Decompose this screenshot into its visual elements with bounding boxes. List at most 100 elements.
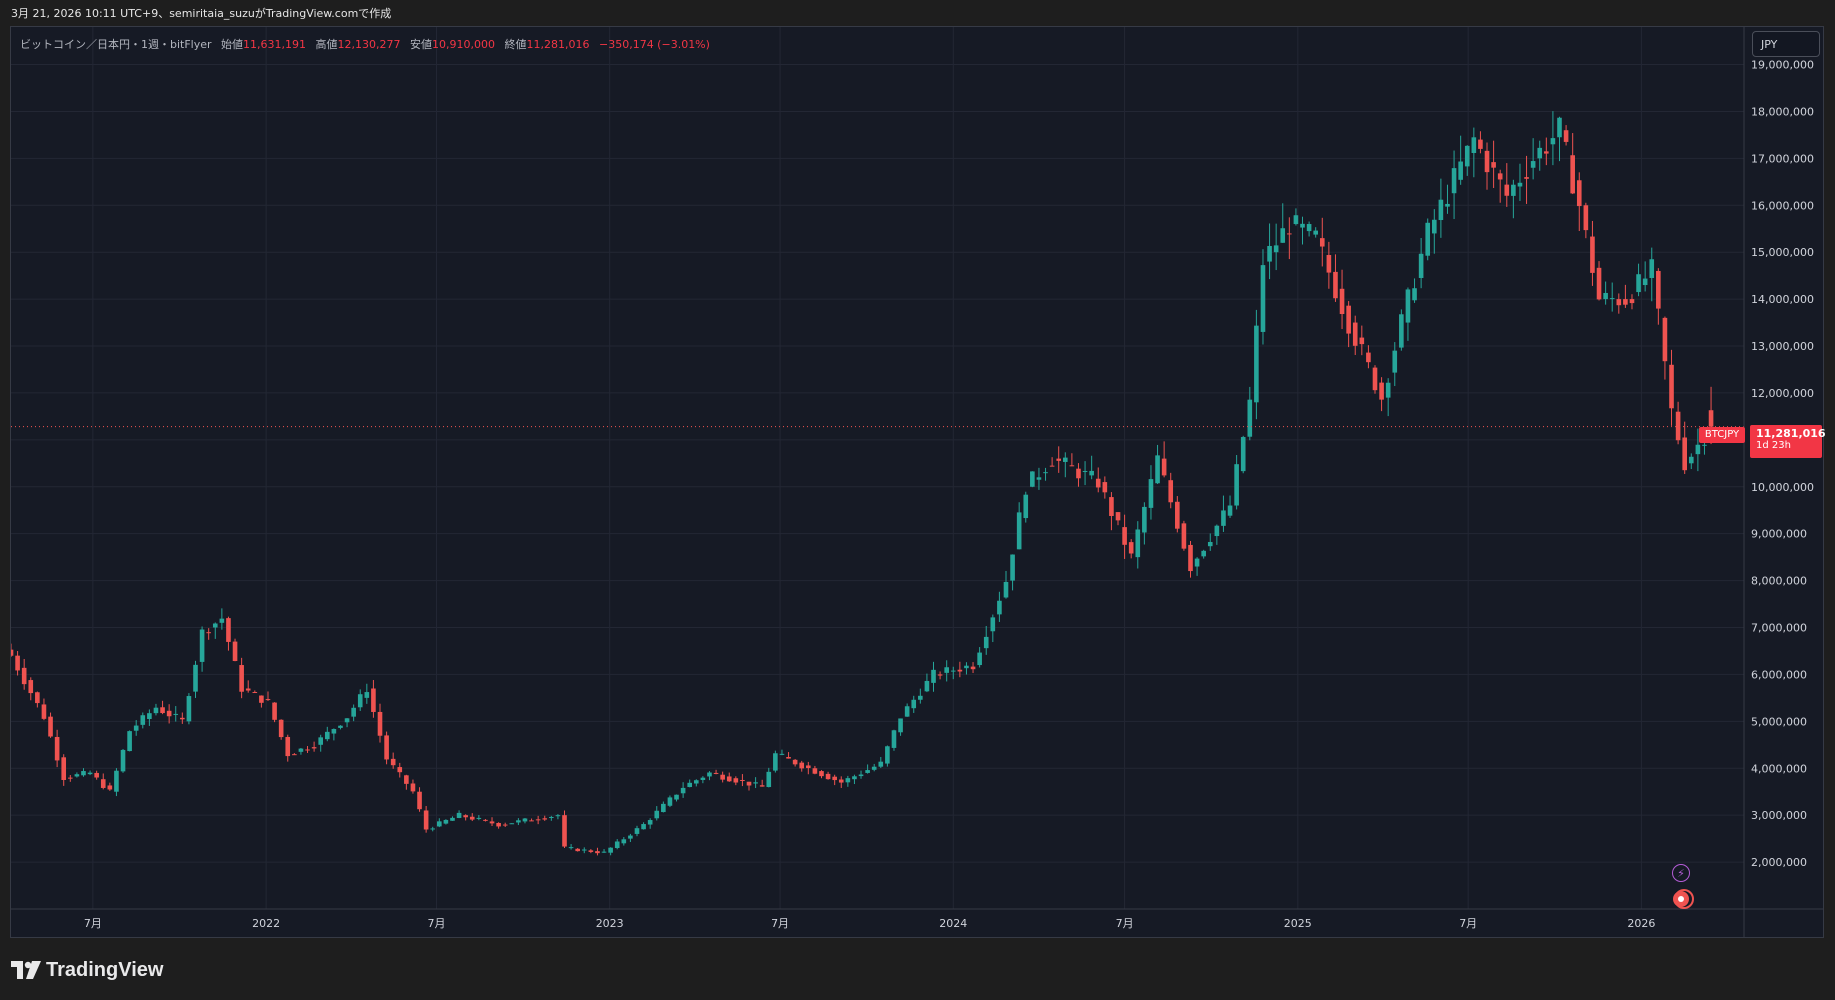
candle-body xyxy=(667,797,673,806)
candle-body xyxy=(806,765,811,769)
price-axis-label: 5,000,000 xyxy=(1751,715,1807,728)
candle-body xyxy=(239,665,244,692)
candle-body xyxy=(1478,139,1483,149)
candle-body xyxy=(733,778,739,783)
candle-body xyxy=(28,680,34,694)
candle-body xyxy=(1175,501,1180,529)
candle-body xyxy=(1570,155,1575,194)
currency-button[interactable]: JPY xyxy=(1752,31,1820,57)
candle-body xyxy=(245,688,251,691)
candle-body xyxy=(997,600,1002,615)
candle-body xyxy=(120,749,126,772)
candle-body xyxy=(1563,130,1569,142)
candle-body xyxy=(1662,317,1668,362)
candle-body xyxy=(1181,523,1187,549)
candle-body xyxy=(779,753,785,755)
candle-body xyxy=(469,816,475,820)
candle-body xyxy=(35,692,40,704)
price-axis-label: 17,000,000 xyxy=(1751,152,1814,165)
candle-body xyxy=(549,816,554,818)
candle-body xyxy=(713,772,719,774)
chart-caption: 3月 21, 2026 10:11 UTC+9、semiritaia_suzuが… xyxy=(11,7,392,20)
symbol-label[interactable]: ビットコイン／日本円・1週・bitFlyer xyxy=(20,38,212,51)
candle-body xyxy=(1491,162,1496,168)
price-axis-label: 7,000,000 xyxy=(1751,622,1807,635)
candle-body xyxy=(562,815,567,847)
low-label: 安値 xyxy=(410,38,433,51)
open-label: 始値 xyxy=(221,38,244,51)
time-axis-label: 2022 xyxy=(252,917,280,930)
candle-body xyxy=(87,772,93,775)
candle-body xyxy=(15,655,20,671)
candle-body xyxy=(305,749,310,751)
candle-body xyxy=(858,774,864,777)
candle-body xyxy=(324,731,330,740)
price-axis-label: 8,000,000 xyxy=(1751,575,1807,588)
candle-body xyxy=(1530,161,1536,168)
candle-body xyxy=(1359,337,1365,345)
candle-body xyxy=(147,713,152,719)
candle-body xyxy=(983,636,989,649)
candle-body xyxy=(608,847,613,853)
candle-body xyxy=(1267,245,1272,262)
candle-body xyxy=(430,828,436,830)
candle-body xyxy=(904,706,910,717)
candle-body xyxy=(878,761,884,767)
price-axis-label: 14,000,000 xyxy=(1751,293,1814,306)
candle-body xyxy=(476,817,482,819)
price-axis-label: 4,000,000 xyxy=(1751,762,1807,775)
candle-body xyxy=(891,730,897,748)
candle-body xyxy=(1313,230,1318,235)
candle-body xyxy=(1062,457,1068,462)
candle-body xyxy=(186,696,192,722)
candle-body xyxy=(357,694,363,708)
candle-body xyxy=(1247,399,1253,437)
candle-body xyxy=(1471,137,1477,153)
candle-body xyxy=(483,819,488,821)
candlestick-chart[interactable]: 2,000,000 3,000,000 4,000,000 5,000,000 6,00… xyxy=(11,27,1823,937)
candle-body xyxy=(278,719,284,738)
candle-body xyxy=(344,718,350,723)
price-axis-label: 2,000,000 xyxy=(1751,856,1807,869)
candle-body xyxy=(792,759,798,765)
time-axis-label: 2023 xyxy=(596,917,624,930)
candle-body xyxy=(529,820,534,822)
candle-body xyxy=(1089,470,1094,476)
candle-body xyxy=(1128,542,1134,554)
candle-body xyxy=(1122,527,1127,545)
ohlc-legend: ビットコイン／日本円・1週・bitFlyer 始値11,631,191 高値12… xyxy=(20,36,710,52)
candle-body xyxy=(390,758,396,766)
candle-body xyxy=(318,737,324,745)
bolt-icon[interactable]: ⚡ xyxy=(1672,864,1690,882)
tradingview-logo[interactable]: TradingView xyxy=(11,958,163,982)
candle-body xyxy=(502,824,508,826)
candle-body xyxy=(812,768,818,774)
candle-body xyxy=(1688,456,1694,464)
candle-body xyxy=(1095,478,1101,488)
candle-body xyxy=(1352,322,1358,346)
candle-body xyxy=(1708,410,1714,427)
candle-body xyxy=(81,771,86,776)
candle-body xyxy=(1306,224,1312,232)
candle-body xyxy=(11,649,14,656)
candle-body xyxy=(417,791,422,810)
candle-body xyxy=(1412,288,1417,301)
candle-body xyxy=(127,731,132,752)
chart-frame[interactable]: 2,000,000 3,000,000 4,000,000 5,000,000 6,00… xyxy=(10,26,1826,938)
candle-body xyxy=(1702,444,1707,446)
candle-body xyxy=(1346,305,1351,334)
candle-body xyxy=(1142,506,1147,533)
candle-body xyxy=(1043,472,1048,474)
candle-body xyxy=(232,641,238,662)
candle-body xyxy=(74,774,80,777)
candle-body xyxy=(1484,150,1490,173)
candle-body xyxy=(1623,299,1628,305)
candle-body xyxy=(766,771,772,788)
price-axis-label: 10,000,000 xyxy=(1751,481,1814,494)
candle-body xyxy=(1405,289,1411,323)
candle-body xyxy=(661,803,666,813)
close-label: 終値 xyxy=(504,38,527,51)
candle-body xyxy=(680,787,686,794)
candle-body xyxy=(509,823,515,825)
target-icon[interactable] xyxy=(1671,889,1697,909)
